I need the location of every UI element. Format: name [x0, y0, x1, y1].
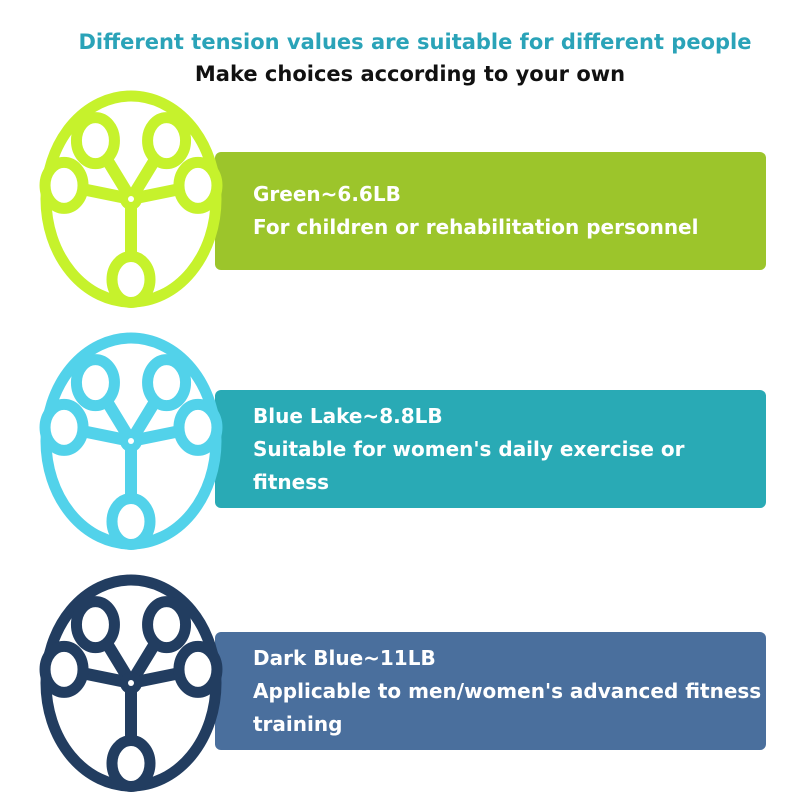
finger-stretcher-ring-green-image: [39, 90, 223, 308]
option-description: For children or rehabilitation personnel: [253, 215, 699, 239]
option-description: Applicable to men/women's advanced fitne…: [253, 678, 762, 736]
finger-loop: [39, 640, 89, 698]
option-name: Blue Lake~8.8LB: [253, 403, 443, 428]
option-description: Suitable for women's daily exercise or f…: [253, 436, 685, 494]
finger-stretcher-ring-dark-blue-image: [39, 574, 223, 792]
finger-loop: [142, 112, 192, 170]
option-bar-green: Green~6.6LB For children or rehabilitati…: [215, 152, 766, 270]
finger-loop: [70, 596, 120, 654]
finger-stretcher-ring-blue-image: [39, 332, 223, 550]
finger-loop: [173, 398, 223, 456]
finger-loop: [106, 735, 156, 792]
finger-loop: [106, 251, 156, 308]
finger-loop: [70, 112, 120, 170]
finger-loop: [142, 354, 192, 412]
option-name: Green~6.6LB: [253, 182, 401, 206]
finger-loop: [173, 156, 223, 214]
hub-hole: [128, 196, 134, 202]
hub-hole: [128, 438, 134, 444]
option-name: Dark Blue~11LB: [253, 645, 436, 670]
hub-hole: [128, 680, 134, 686]
finger-loop: [106, 493, 156, 550]
option-bar-dark-blue: Dark Blue~11LB Applicable to men/women's…: [215, 632, 766, 750]
finger-loop: [39, 398, 89, 456]
finger-loop: [70, 354, 120, 412]
subheadline: Make choices according to your own: [194, 62, 626, 86]
finger-loop: [142, 596, 192, 654]
finger-loop: [173, 640, 223, 698]
option-bar-blue-lake: Blue Lake~8.8LB Suitable for women's dai…: [215, 390, 766, 508]
finger-loop: [39, 156, 89, 214]
headline: Different tension values are suitable fo…: [78, 30, 752, 54]
